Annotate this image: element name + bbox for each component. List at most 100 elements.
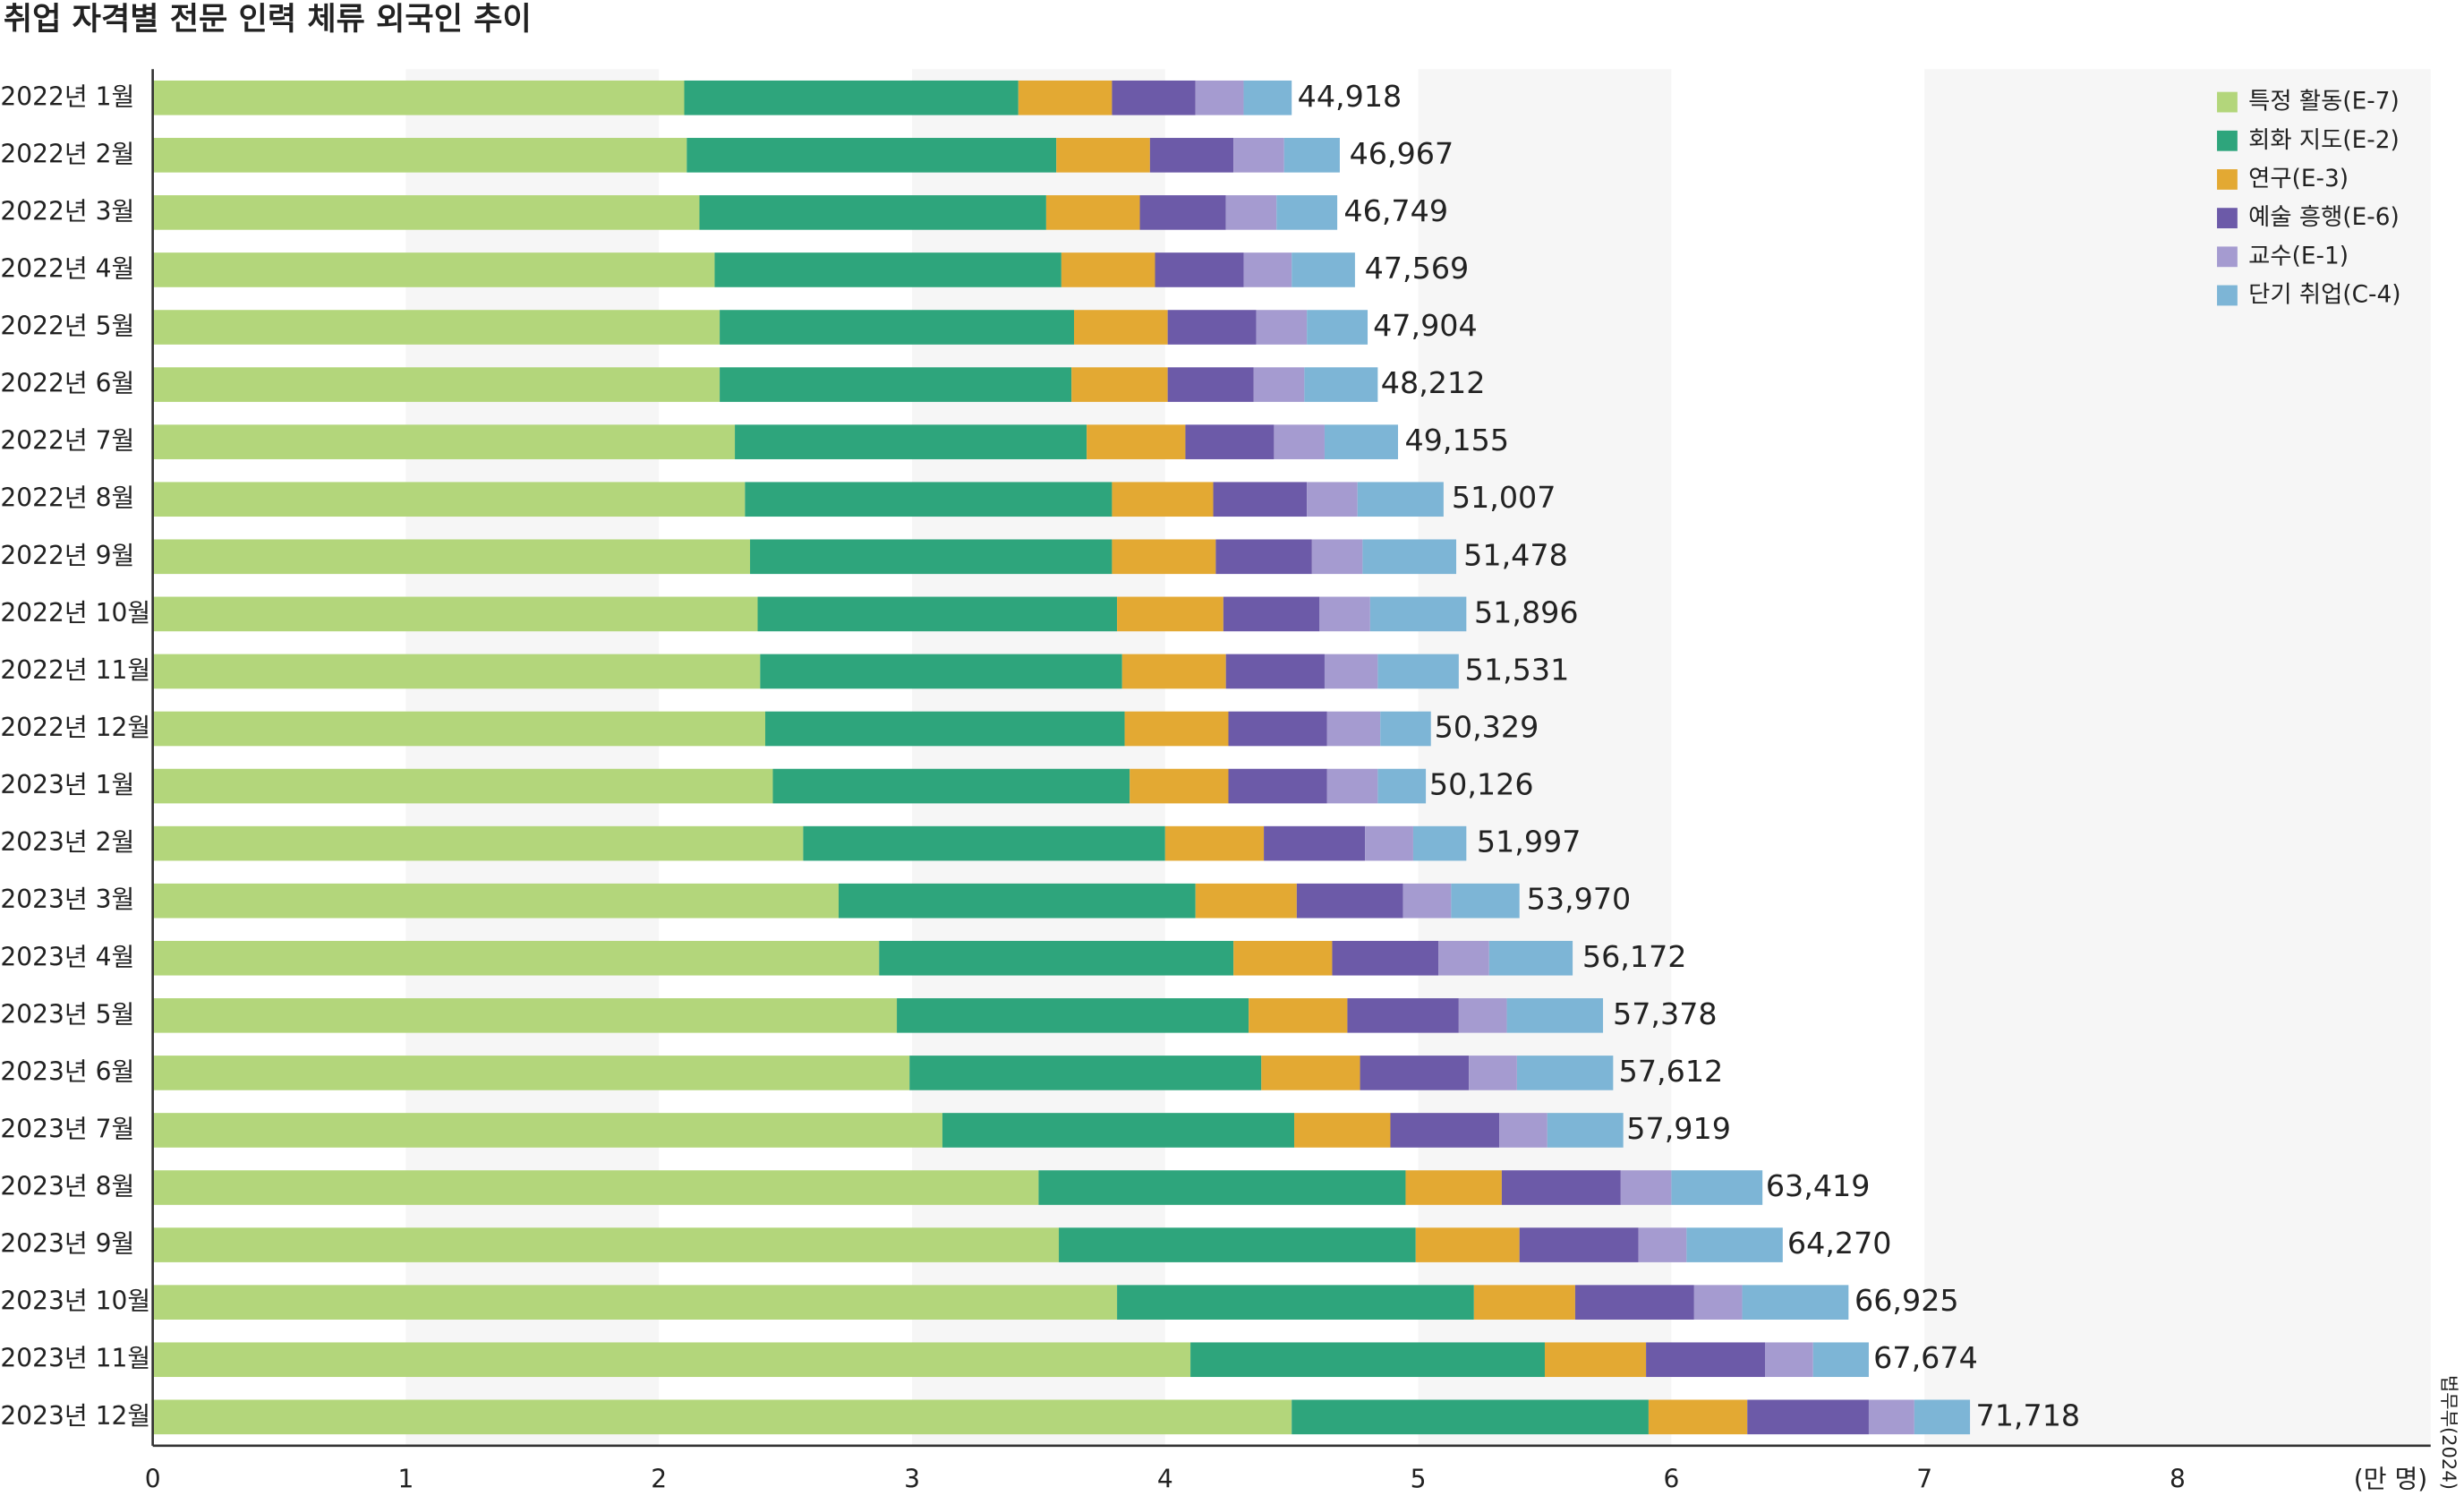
legend-label: 예술 흥행(E-6)	[2248, 204, 2400, 231]
bar-segment	[1228, 768, 1327, 804]
bar-segment	[1501, 1170, 1621, 1205]
bar-segment	[1112, 539, 1216, 575]
y-tick-label: 2023년 11월	[0, 1344, 150, 1373]
bar-segment	[152, 80, 685, 115]
bar-segment	[720, 367, 1072, 402]
bar-segment	[839, 883, 1196, 919]
bar-segment	[1742, 1285, 1849, 1320]
bar-segment	[1190, 1342, 1545, 1378]
bar-segment	[735, 424, 1087, 459]
bar-segment	[1311, 539, 1363, 575]
total-label: 66,925	[1854, 1283, 1959, 1318]
bar-segment	[1296, 883, 1403, 919]
y-tick-label: 2023년 9월	[0, 1229, 134, 1259]
total-label: 51,997	[1477, 825, 1582, 859]
bar-segment	[1506, 998, 1604, 1033]
bar-segment	[1059, 1227, 1416, 1262]
total-label: 57,919	[1626, 1111, 1731, 1146]
bar-segment	[1671, 1170, 1763, 1205]
bar-segment	[772, 768, 1130, 804]
bar-segment	[1347, 998, 1459, 1033]
bar-segment	[1765, 1342, 1813, 1378]
bar-segment	[1213, 482, 1308, 517]
bar-segment	[1360, 1056, 1470, 1090]
bar-segment	[760, 654, 1122, 689]
bar-segment	[1380, 711, 1431, 747]
bar-segment	[152, 424, 736, 459]
bar-segment	[1747, 1399, 1869, 1435]
total-label: 64,270	[1787, 1226, 1892, 1261]
legend-swatch	[2217, 169, 2238, 190]
bar-segment	[879, 940, 1234, 976]
grid-band	[405, 69, 660, 1446]
legend-label: 특정 활동(E-7)	[2248, 89, 2400, 115]
bar-segment	[1228, 711, 1327, 747]
legend-label: 교수(E-1)	[2248, 243, 2349, 269]
bar-segment	[152, 1227, 1060, 1262]
y-tick-label: 2023년 12월	[0, 1401, 150, 1431]
bar-segment	[1516, 1056, 1614, 1090]
bar-segment	[1071, 367, 1168, 402]
total-label: 50,329	[1435, 709, 1539, 744]
total-label: 47,904	[1373, 308, 1478, 343]
y-tick-label: 2022년 10월	[0, 598, 150, 628]
grid-band	[912, 69, 1165, 1446]
bar-segment	[699, 195, 1046, 230]
bar-segment	[684, 80, 1019, 115]
bar-segment	[1256, 310, 1308, 345]
chart-title: 취업 자격별 전문 인력 체류 외국인 추이	[4, 1, 532, 38]
y-tick-label: 2022년 11월	[0, 655, 150, 685]
bar-segment	[1087, 424, 1186, 459]
bar-segment	[1276, 195, 1338, 230]
bar-segment	[152, 367, 720, 402]
bar-segment	[1121, 654, 1226, 689]
y-tick-label: 2023년 8월	[0, 1172, 134, 1201]
bar-segment	[152, 825, 804, 861]
bar-segment	[720, 310, 1074, 345]
bar-segment	[1112, 482, 1214, 517]
bar-segment	[152, 138, 687, 173]
x-tick-label: 4	[1157, 1464, 1173, 1493]
total-label: 46,967	[1350, 136, 1454, 171]
legend-swatch	[2217, 130, 2238, 151]
bar-segment	[1405, 1170, 1502, 1205]
x-tick-label: 8	[2170, 1464, 2186, 1493]
bar-segment	[1390, 1113, 1500, 1148]
bar-segment	[1377, 654, 1459, 689]
legend-swatch	[2217, 91, 2238, 113]
bar-segment	[152, 1113, 942, 1148]
bar-segment	[152, 195, 700, 230]
bar-segment	[152, 1399, 1292, 1435]
bar-segment	[1261, 1056, 1360, 1090]
bar-segment	[1324, 424, 1398, 459]
bar-segment	[1377, 768, 1427, 804]
bar-segment	[1225, 195, 1277, 230]
legend-label: 연구(E-3)	[2248, 166, 2349, 192]
y-tick-label: 2022년 2월	[0, 139, 134, 168]
bar-segment	[152, 940, 880, 976]
total-label: 48,212	[1381, 365, 1486, 400]
bar-segment	[1124, 711, 1229, 747]
bar-segment	[1646, 1342, 1766, 1378]
bar-segment	[152, 482, 746, 517]
bar-segment	[1638, 1227, 1687, 1262]
legend-swatch	[2217, 246, 2238, 268]
bar-segment	[1264, 825, 1366, 861]
bar-segment	[1292, 252, 1355, 287]
x-tick-label: 2	[651, 1464, 667, 1493]
source: 법무부(2024)	[2438, 1375, 2460, 1490]
bar-segment	[686, 138, 1057, 173]
bar-segment	[1274, 424, 1325, 459]
bar-segment	[1223, 596, 1320, 632]
bar-segment	[1365, 825, 1413, 861]
bar-segment	[1324, 654, 1378, 689]
total-label: 46,749	[1343, 193, 1448, 228]
total-label: 47,569	[1365, 251, 1470, 286]
bar-segment	[152, 252, 715, 287]
bar-segment	[1458, 998, 1507, 1033]
bar-segment	[1499, 1113, 1547, 1148]
y-tick-label: 2022년 1월	[0, 81, 134, 111]
total-label: 51,007	[1452, 480, 1556, 515]
bar-segment	[1164, 825, 1265, 861]
